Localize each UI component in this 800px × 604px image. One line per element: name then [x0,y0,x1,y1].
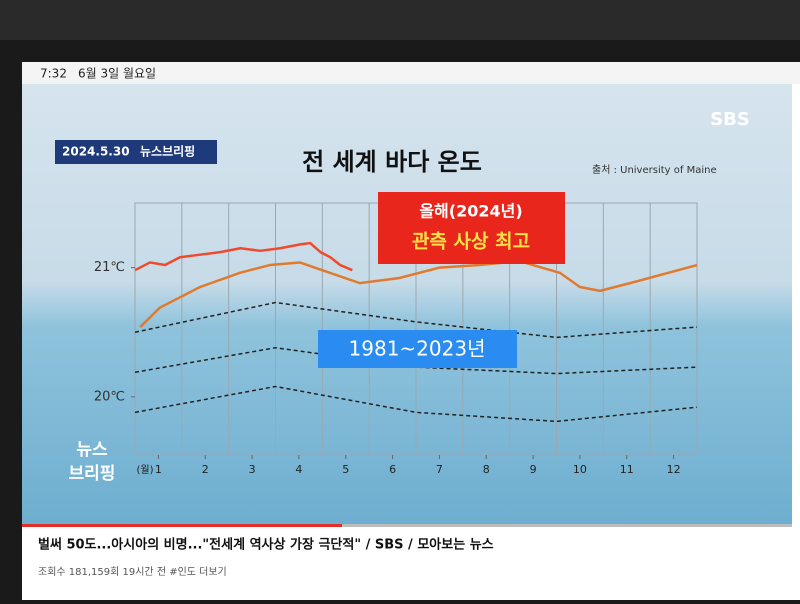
chart-title: 전 세계 바다 온도 [302,148,482,176]
x-tick-label: 3 [249,463,256,476]
corner-logo-line2: 브리핑 [69,464,116,484]
series-line [139,259,698,328]
y-tick-label: 21℃ [94,260,125,275]
badge-program: 뉴스브리핑 [140,144,195,159]
date-badge [55,140,217,164]
progress-track[interactable] [22,524,792,527]
x-tick-label: 8 [483,463,490,476]
annotation: 1981~2023년 [349,337,486,361]
status-date: 6월 3일 월요일 [78,67,156,81]
source: 출처 : University of Maine [592,164,717,176]
x-tick-label: 9 [530,463,537,476]
annotation-box [318,330,517,368]
bezel [0,0,800,40]
video-title[interactable]: 벌써 50도...아시아의 비명..."전세계 역사상 가장 극단적" / SB… [38,537,494,553]
annotation-box [378,192,565,264]
series-line [134,346,698,375]
video-meta[interactable]: 조회수 181,159회 19시간 전 #인도 더보기 [38,566,227,578]
annotation: 올해(2024년) [419,202,522,221]
series-line [134,241,353,272]
status-bar [22,62,800,84]
x-tick-label: 12 [667,463,681,476]
annotation: 관측 사상 최고 [412,231,530,253]
x-tick-label: 10 [573,463,587,476]
progress-bar[interactable] [22,524,342,527]
x-axis-label: (월) [136,464,153,476]
y-tick-label: 20℃ [94,389,125,404]
x-tick-label: 11 [620,463,634,476]
x-tick-label: 2 [202,463,209,476]
badge-date: 2024.5.30 [62,145,130,159]
x-tick-label: 1 [155,463,162,476]
channel-logo: SBS [710,109,750,130]
corner-logo-line1: 뉴스 [76,440,108,460]
x-tick-label: 5 [342,463,349,476]
status-time: 7:32 [40,67,67,81]
x-tick-label: 7 [436,463,443,476]
x-tick-label: 4 [295,463,302,476]
x-tick-label: 6 [389,463,396,476]
